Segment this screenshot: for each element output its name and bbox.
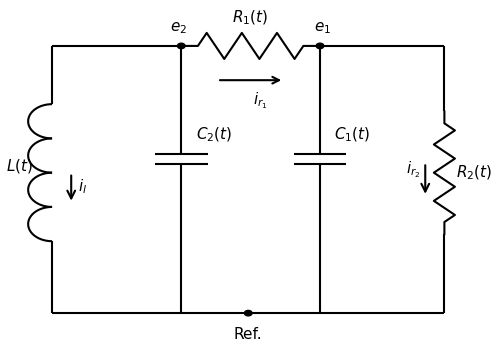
Text: Ref.: Ref. bbox=[234, 327, 262, 342]
Circle shape bbox=[316, 43, 324, 49]
Text: $i_{r_2}$: $i_{r_2}$ bbox=[406, 159, 420, 179]
Text: $i_{r_1}$: $i_{r_1}$ bbox=[253, 91, 268, 111]
Circle shape bbox=[244, 311, 252, 316]
Text: $e_2$: $e_2$ bbox=[170, 20, 188, 36]
Text: $L(t)$: $L(t)$ bbox=[6, 157, 33, 175]
Text: $C_2(t)$: $C_2(t)$ bbox=[196, 126, 232, 144]
Text: $e_1$: $e_1$ bbox=[314, 20, 331, 36]
Text: $i_l$: $i_l$ bbox=[78, 177, 88, 196]
Circle shape bbox=[178, 43, 185, 49]
Text: $R_1(t)$: $R_1(t)$ bbox=[232, 9, 269, 27]
Text: $C_1(t)$: $C_1(t)$ bbox=[334, 126, 371, 144]
Text: $R_2(t)$: $R_2(t)$ bbox=[456, 163, 492, 182]
